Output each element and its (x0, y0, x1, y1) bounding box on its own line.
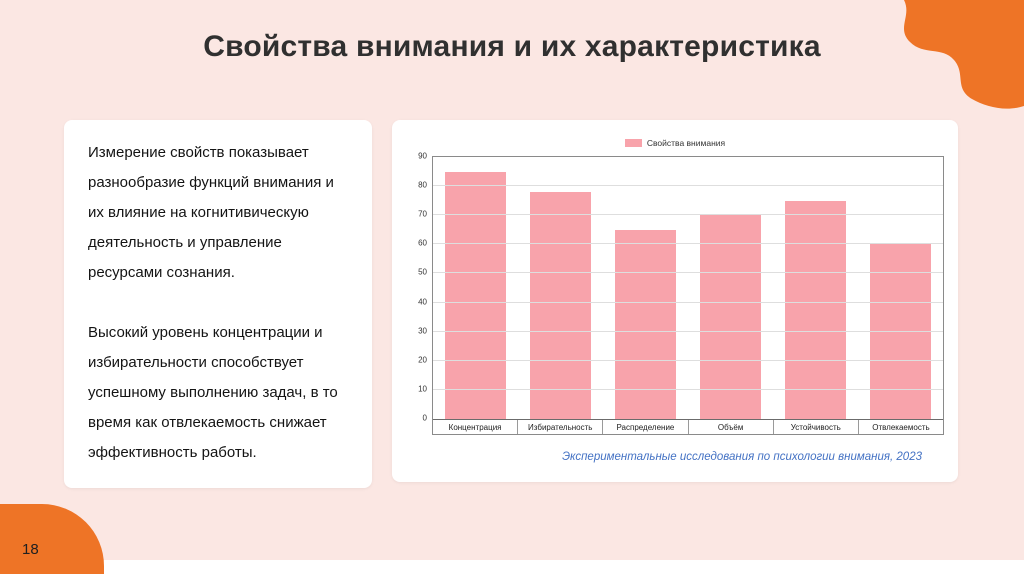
y-tick-label: 70 (418, 209, 427, 219)
chart-bar (869, 244, 932, 419)
y-tick-label: 20 (418, 355, 427, 365)
gridline (433, 243, 943, 245)
y-tick-label: 10 (418, 384, 427, 394)
y-tick-label: 40 (418, 297, 427, 307)
x-tick-label: Концентрация (448, 423, 502, 432)
y-tick-label: 50 (418, 267, 427, 277)
y-tick-label: 0 (422, 413, 427, 423)
gridline (433, 330, 943, 332)
chart-bars (433, 157, 943, 419)
text-card: Измерение свойств показывает разнообрази… (64, 120, 372, 488)
chart-y-axis: 0 10 20 30 40 50 60 70 80 90 (406, 152, 432, 423)
bar-slot (603, 157, 688, 419)
page-number: 18 (22, 541, 39, 558)
x-tick-label: Объём (687, 420, 773, 434)
chart-bar (784, 200, 847, 419)
chart-frame: Концентрация Избирательность Распределение… (432, 156, 944, 435)
chart-area: 0 10 20 30 40 50 60 70 80 90 Концентрация Избирате… (406, 152, 944, 435)
chart-x-axis: Концентрация Избирательность Распределение… (433, 419, 943, 434)
bar-slot (433, 157, 518, 419)
gridline (433, 359, 943, 361)
bar-slot (518, 157, 603, 419)
gridline (433, 388, 943, 390)
y-tick-label: 30 (418, 326, 427, 336)
gridline (433, 185, 943, 187)
x-tick-label: Распределение (602, 420, 687, 434)
y-tick-label: 80 (418, 180, 427, 190)
bar-slot (773, 157, 858, 419)
legend-label: Свойства внимания (646, 138, 726, 148)
x-tick-label: Избирательность (517, 420, 602, 434)
gridline (433, 214, 943, 216)
chart-bar (444, 171, 507, 419)
x-tick-label: Устойчивость (772, 420, 858, 434)
chart-plot (433, 157, 943, 419)
bar-slot (858, 157, 943, 419)
y-tick-label: 90 (418, 151, 427, 161)
chart-bar (529, 191, 592, 419)
corner-shape-top-right (904, 0, 1024, 109)
bar-slot (688, 157, 773, 419)
corner-shape-bottom-left (0, 504, 104, 574)
y-tick-label: 60 (418, 238, 427, 248)
bottom-strip (96, 560, 1024, 574)
chart-caption: Экспериментальные исследования по психол… (562, 451, 922, 463)
chart-legend: Свойства внимания (406, 138, 944, 148)
legend-swatch (624, 139, 642, 147)
text-paragraph-1: Измерение свойств показывает разнообрази… (88, 144, 334, 281)
slide-title: Свойства внимания и их характеристика (203, 30, 821, 63)
chart-bar (614, 229, 677, 419)
gridline (433, 272, 943, 274)
chart-card: Свойства внимания 0 10 20 30 40 50 60 70 80 90 Ко… (392, 120, 958, 482)
chart-bar (699, 215, 762, 419)
gridline (433, 301, 943, 303)
x-tick-label: Отвлекаемость (857, 420, 943, 434)
text-paragraph-2: Высокий уровень концентрации и избирател… (88, 324, 338, 461)
